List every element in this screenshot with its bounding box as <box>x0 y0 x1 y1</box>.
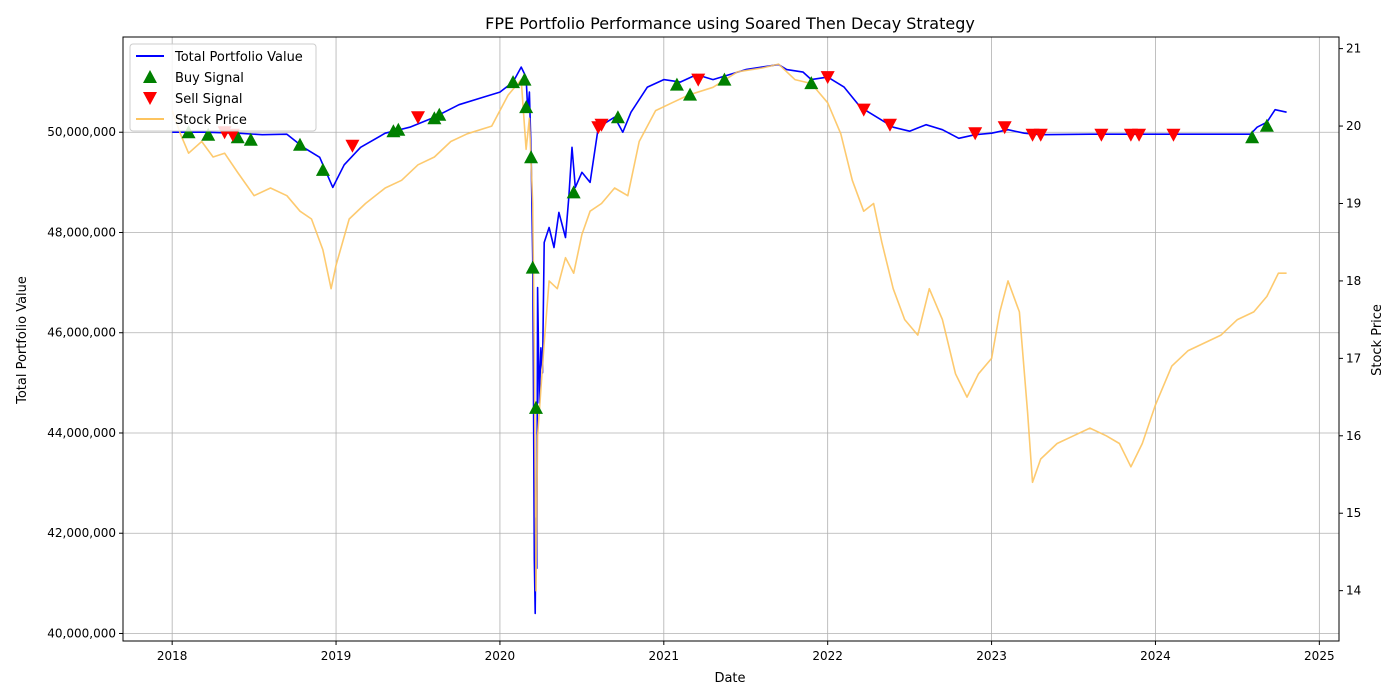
y-left-tick-label: 44,000,000 <box>47 426 116 440</box>
legend-label-portfolio: Total Portfolio Value <box>174 50 303 65</box>
y-axis-left: 40,000,000 42,000,000 44,000,000 46,000,000… <box>47 125 123 640</box>
y-left-tick-label: 42,000,000 <box>47 526 116 540</box>
x-axis: 2018 2019 2020 2021 2022 2023 2024 2025 <box>157 641 1335 663</box>
buy-signal-marker <box>717 72 732 86</box>
buy-signal-marker <box>566 185 581 199</box>
legend-label-sell: Sell Signal <box>175 92 243 107</box>
buy-signal-marker <box>1259 118 1274 132</box>
x-tick-label: 2020 <box>485 649 516 663</box>
y-right-tick-label: 19 <box>1346 196 1361 210</box>
legend-label-buy: Buy Signal <box>175 71 244 86</box>
y-left-tick-label: 48,000,000 <box>47 225 116 239</box>
grid <box>123 37 1339 641</box>
sell-signal-marker <box>856 103 871 117</box>
buy-signal-marker <box>315 162 330 176</box>
buy-signal-marker <box>230 130 245 144</box>
buy-signal-marker <box>669 77 684 91</box>
y-right-tick-label: 16 <box>1346 429 1361 443</box>
x-tick-label: 2019 <box>321 649 352 663</box>
buy-signal-marker <box>243 132 258 146</box>
y-axis-right: 14 15 16 17 18 19 20 21 <box>1339 42 1361 598</box>
x-tick-label: 2025 <box>1304 649 1335 663</box>
sell-signal-marker <box>345 139 360 153</box>
y-right-tick-label: 14 <box>1346 584 1361 598</box>
y-right-tick-label: 20 <box>1346 119 1361 133</box>
sell-signal-marker <box>968 127 983 141</box>
y-left-tick-label: 46,000,000 <box>47 326 116 340</box>
y-right-tick-label: 21 <box>1346 42 1361 56</box>
buy-signal-marker <box>525 260 540 274</box>
buy-signal-marker <box>519 100 534 114</box>
y-right-tick-label: 15 <box>1346 506 1361 520</box>
sell-signal-marker <box>1033 128 1048 142</box>
sell-signal-marker <box>594 118 609 132</box>
sell-signal-marker <box>882 118 897 132</box>
chart-title: FPE Portfolio Performance using Soared T… <box>485 14 975 33</box>
y-axis-right-label: Stock Price <box>1370 304 1385 376</box>
y-left-tick-label: 50,000,000 <box>47 125 116 139</box>
legend: Total Portfolio Value Buy Signal Sell Si… <box>129 43 317 132</box>
sell-signal-marker <box>410 111 425 125</box>
x-tick-label: 2022 <box>812 649 843 663</box>
stock-price-line <box>171 63 1287 592</box>
buy-signal-marker <box>1245 130 1260 144</box>
x-tick-label: 2018 <box>157 649 188 663</box>
x-axis-label: Date <box>714 671 745 686</box>
buy-signal-marker <box>528 400 543 414</box>
buy-signal-marker <box>201 127 216 141</box>
sell-signal-marker <box>820 71 835 85</box>
y-left-tick-label: 40,000,000 <box>47 626 116 640</box>
buy-signal-marker <box>432 107 447 121</box>
buy-signal-marker <box>804 76 819 90</box>
buy-signal-marker <box>517 72 532 86</box>
buy-signal-marker <box>181 125 196 139</box>
legend-label-stock: Stock Price <box>175 113 247 128</box>
marker-layer <box>181 71 1274 414</box>
y-axis-left-label: Total Portfolio Value <box>15 276 30 405</box>
buy-signal-marker <box>683 87 698 101</box>
sell-signal-marker <box>225 128 240 142</box>
buy-signal-marker <box>506 75 521 89</box>
legend-sell-swatch <box>143 92 157 105</box>
sell-signal-marker <box>1132 128 1147 142</box>
series-layer <box>171 63 1287 615</box>
x-tick-label: 2021 <box>649 649 680 663</box>
buy-signal-marker <box>292 137 307 151</box>
legend-buy-swatch <box>143 70 157 83</box>
sell-signal-marker <box>691 73 706 87</box>
y-right-tick-label: 18 <box>1346 274 1361 288</box>
sell-signal-marker <box>997 121 1012 135</box>
buy-signal-marker <box>391 122 406 136</box>
legend-box <box>129 43 317 132</box>
buy-signal-marker <box>610 110 625 124</box>
buy-signal-marker <box>524 150 539 164</box>
sell-signal-marker <box>1094 128 1109 142</box>
x-tick-label: 2023 <box>976 649 1007 663</box>
sell-signal-marker <box>1166 128 1181 142</box>
portfolio-value-line <box>172 63 1287 615</box>
x-tick-label: 2024 <box>1140 649 1171 663</box>
y-right-tick-label: 17 <box>1346 351 1361 365</box>
plot-frame <box>122 36 1340 642</box>
